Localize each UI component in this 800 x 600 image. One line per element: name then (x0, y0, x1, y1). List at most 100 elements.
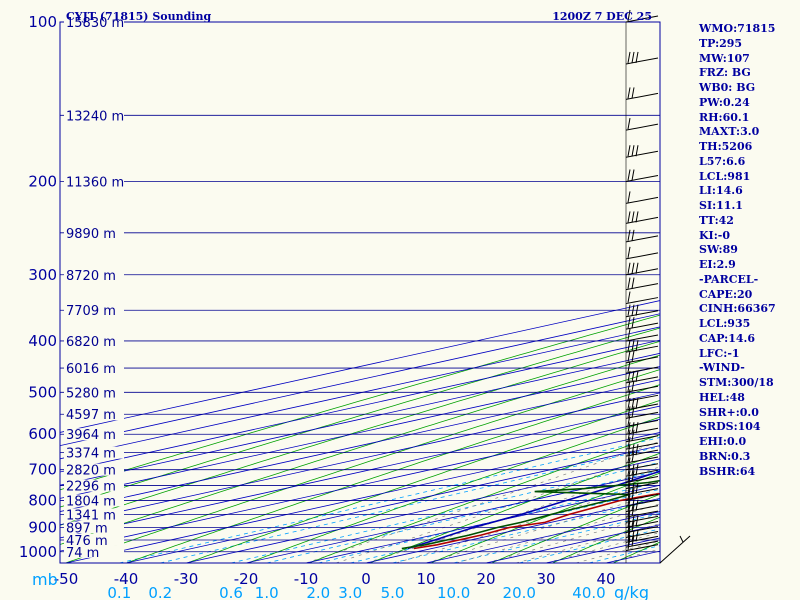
barb-flag (631, 350, 635, 362)
barb-flag (631, 429, 635, 441)
index-item: STM:300/18 (699, 376, 774, 389)
barb-flag (631, 422, 635, 434)
wind-barb (625, 191, 659, 204)
dry-adiabat (60, 314, 660, 491)
wind-barb (625, 145, 659, 158)
height-label: 5280 m (66, 386, 116, 401)
barb-staff (625, 322, 659, 330)
barb-staff (625, 268, 659, 276)
barb-flag (627, 422, 631, 434)
wind-barb (625, 9, 659, 23)
barb-staff (625, 544, 659, 552)
barb-flag (631, 304, 635, 316)
barb-staff (625, 427, 659, 435)
index-item: HEL:48 (699, 390, 745, 404)
barb-staff (625, 150, 659, 158)
barb-staff (625, 493, 659, 501)
index-item: L57:6.6 (699, 154, 746, 168)
dry-adiabat (60, 340, 660, 526)
barb-flag (627, 429, 631, 441)
barb-flag (631, 211, 635, 223)
barb-flag (635, 397, 639, 410)
index-item: EI:2.9 (699, 258, 736, 271)
height-label-bg (64, 408, 124, 421)
index-item: PW:0.24 (699, 95, 750, 109)
barb-flag (679, 535, 684, 543)
barb-flag (635, 482, 639, 494)
barb-staff (625, 411, 659, 419)
barb-flag (631, 464, 635, 476)
isotherm (60, 405, 660, 539)
index-item: SW:89 (699, 243, 738, 257)
barb-staff (625, 540, 659, 548)
barb-flag (631, 51, 635, 64)
barb-staff (625, 482, 659, 490)
barb-flag (627, 450, 631, 463)
index-item: FRZ: BG (699, 66, 751, 80)
index-item: SHR+:0.0 (699, 405, 759, 419)
barb-staff (625, 310, 659, 318)
barb-flag (627, 538, 631, 550)
index-item: LI:14.6 (699, 184, 743, 198)
barb-flag (635, 145, 639, 157)
barb-flag (631, 444, 635, 456)
pressure-tick-label: 700 (28, 461, 57, 479)
barb-flag (635, 464, 639, 476)
barb-staff (625, 216, 659, 224)
barb-staff (625, 456, 659, 464)
index-item: BSHR:64 (699, 464, 756, 478)
wind-barb (625, 397, 659, 411)
pressure-tick-label: 100 (28, 13, 57, 31)
wind-barb (625, 464, 659, 477)
wind-barb (625, 118, 659, 131)
height-label-bg (64, 428, 124, 441)
height-label-bg (64, 545, 124, 558)
index-item: TP:295 (699, 36, 743, 50)
isotherm (125, 445, 660, 563)
barb-staff (625, 174, 659, 182)
moist-adiabat (335, 453, 660, 563)
height-label-bg (64, 479, 124, 492)
barb-flag (631, 482, 635, 494)
pressure-tick-label: 300 (28, 266, 57, 284)
chart-title: CYJT (71815) Sounding (66, 10, 211, 23)
chart-labels: 15830 m 13240 m 11360 m 9890 m 8720 m 7709 m 6… (19, 13, 616, 600)
height-label: 6016 m (66, 362, 116, 377)
barb-staff (625, 535, 659, 543)
height-label: 897 m (66, 522, 108, 537)
index-item: WB0: BG (699, 81, 756, 94)
barb-flag (627, 317, 631, 329)
dry-adiabat (491, 493, 660, 563)
height-label-bg (64, 226, 124, 239)
wind-barb (625, 262, 659, 276)
sounding-indices: WMO:71815 TP:295 MW:107 FRZ: BG WB0: BG PW:0.… (699, 22, 776, 479)
height-label-bg (64, 446, 124, 459)
barb-staff (659, 535, 691, 564)
barb-flag (627, 520, 631, 532)
barb-flag (627, 169, 631, 181)
pressure-tick-label: 200 (28, 172, 57, 190)
height-label-bg (64, 304, 124, 317)
wind-barb (625, 246, 659, 260)
wind-barb (625, 450, 659, 464)
y-unit-label: mb (32, 570, 58, 589)
dry-adiabat (308, 434, 660, 563)
height-label-bg (64, 109, 124, 122)
dry-adiabat (60, 327, 660, 508)
wind-barb (625, 515, 659, 529)
barb-staff (625, 366, 659, 374)
barb-flag (635, 304, 639, 316)
barb-flag (627, 457, 631, 469)
barb-flag (635, 211, 639, 223)
chart-background-lines (60, 22, 660, 563)
height-label: 13240 m (66, 109, 124, 124)
wind-barb (625, 317, 659, 330)
moist-adiabat (305, 441, 660, 563)
barb-staff (625, 463, 659, 471)
barb-flag (627, 525, 631, 537)
barb-staff (625, 394, 659, 402)
height-label: 1341 m (66, 508, 116, 523)
pressure-tick-label: 800 (28, 491, 57, 509)
isotherm (60, 418, 660, 552)
mixing-ratio-line (453, 512, 660, 563)
